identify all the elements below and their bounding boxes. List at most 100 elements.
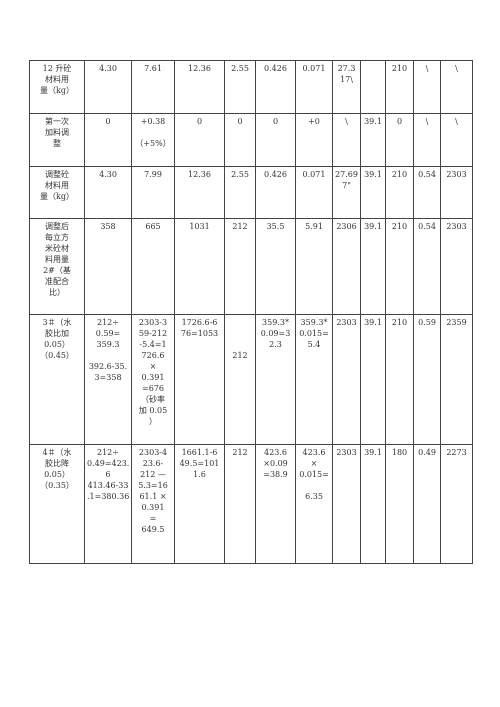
cell-line: （砂率: [141, 395, 165, 404]
cell-line: 423.6: [302, 448, 326, 457]
row-header-line: 调整砼: [45, 170, 69, 179]
row-header-line: 4＃（水: [42, 448, 72, 457]
row-header-line: 调整后: [45, 222, 69, 231]
cell-ratio: \: [413, 60, 441, 114]
cell-water: +0.38 （+5%）: [131, 113, 175, 167]
cell-additive-a: 35.5: [255, 218, 296, 315]
row-header-line: 材料用: [45, 75, 69, 84]
row-header: 3＃（水胶比加 0.05） （0.45）: [29, 314, 85, 445]
cell-slump: [360, 60, 386, 114]
cell-line: [87, 350, 129, 361]
cell-line: 212: [232, 448, 248, 457]
row-header: 调整砼 材料用 量（kg）: [29, 166, 85, 219]
cell-line: 39.1: [364, 448, 382, 457]
cell-sand: 1031: [174, 218, 225, 315]
row-header: 4＃（水 胶比降 0.05） （0.35）: [29, 444, 85, 564]
cell-line: 210: [391, 318, 408, 327]
cell-line: 1726.6-6: [181, 318, 218, 327]
cell-total-c: 2303: [332, 444, 361, 564]
cell-col-i: 0: [385, 113, 414, 167]
cell-line: 7.61: [144, 64, 162, 73]
row-header-line: 量（kg）: [40, 192, 74, 201]
cell-line: 4.30: [99, 170, 117, 179]
row-header-line: 3＃（水: [42, 318, 72, 327]
cell-total-c: 2303: [332, 314, 361, 445]
row-header-line: 第一次: [45, 117, 69, 126]
cell-line: \: [455, 117, 458, 126]
row-header: 12 升砼 材料用 量（kg）: [29, 60, 85, 114]
cell-total-c: 27.69 7": [332, 166, 361, 219]
cell-ratio: 0.54: [413, 166, 441, 219]
cell-ratio: 0.49: [413, 444, 441, 564]
row-header-line: 米砼材: [45, 244, 69, 253]
cell-cement: 212÷ 0.59= 359.3 392.6-35. 3=358: [84, 314, 132, 445]
cell-density: \: [440, 113, 473, 167]
cell-line: 49.5=101: [179, 459, 220, 468]
cell-line: 39.1: [364, 318, 382, 327]
cell-line: [298, 480, 330, 491]
cell-line: 2.55: [231, 64, 249, 73]
cell-line: 180: [391, 448, 408, 457]
cell-sand: 1726.6-6 76=1053: [174, 314, 225, 445]
cell-additive-b: 423.6 × 0.015= 6.35: [295, 444, 333, 564]
cell-ratio: \: [413, 113, 441, 167]
cell-line: [227, 317, 253, 328]
cell-total-c: 2306: [332, 218, 361, 315]
cell-line: 2303: [336, 448, 357, 457]
cell-line: +0.38: [140, 117, 166, 126]
cell-line: 0.54: [418, 170, 436, 179]
cell-line: 12.36: [188, 170, 211, 179]
cell-line: 413.46-33: [87, 481, 129, 490]
cell-stone: 212: [224, 444, 256, 564]
cell-line: 210: [391, 222, 408, 231]
row-header-line: 0.05）: [44, 470, 70, 479]
row-header-line: 每立方: [45, 233, 69, 242]
cell-line: 0.071: [302, 170, 326, 179]
cell-line: 665: [145, 222, 161, 231]
cell-col-i: 210: [385, 166, 414, 219]
row-header-line: 整: [53, 139, 61, 148]
cell-line: 2.55: [231, 170, 249, 179]
cell-line: 359.3: [96, 340, 120, 349]
cell-line: +0: [308, 117, 320, 126]
cell-slump: 39.1: [360, 444, 386, 564]
cell-line: 27.69: [335, 170, 358, 179]
cell-line: 2306: [336, 222, 357, 231]
cell-slump: 39.1: [360, 218, 386, 315]
table-row: 调整后 每立方 米砼材 料用量 2#（基 准配合 比） 358 665 1031 212 35.5 5.…: [29, 218, 473, 315]
row-header-line: 胶比降: [45, 459, 69, 468]
cell-line: 0.426: [264, 64, 287, 73]
cell-line: 210: [391, 170, 408, 179]
cell-cement: 212÷ 0.49=423. 6 413.46-33 .1=380.36: [84, 444, 132, 564]
cell-cement: 358: [84, 218, 132, 315]
cell-density: 2273: [440, 444, 473, 564]
cell-line: \: [345, 117, 348, 126]
cell-line: 2303-4: [138, 448, 168, 457]
row-header-line: 胶比加: [45, 329, 69, 338]
cell-additive-a: 0: [255, 113, 296, 167]
cell-additive-b: 5.91: [295, 218, 333, 315]
cell-line: 0.09=3: [260, 329, 291, 338]
cell-line: 1031: [189, 222, 210, 231]
cell-line: 1661.1-6: [181, 448, 218, 457]
row-header-line: （0.45）: [40, 351, 74, 360]
cell-line: 0.391: [141, 373, 165, 382]
cell-additive-a: 359.3* 0.09=3 2.3: [255, 314, 296, 445]
cell-line: 212 —: [140, 470, 166, 479]
cell-line: 0.426: [264, 170, 287, 179]
cell-line: 212÷: [97, 318, 119, 327]
cell-line: 39.1: [364, 222, 382, 231]
row-header-line: 准配合: [45, 277, 69, 286]
cell-line: 0: [196, 117, 203, 126]
cell-line: 2273: [446, 448, 467, 457]
row-header-line: 0.05）: [44, 340, 70, 349]
cell-density: \: [440, 60, 473, 114]
cell-line: 2303: [446, 170, 467, 179]
cell-sand: 1661.1-6 49.5=101 1.6: [174, 444, 225, 564]
cell-line: 0.59: [418, 318, 436, 327]
cell-line: 0: [396, 117, 403, 126]
cell-line: 0.54: [418, 222, 436, 231]
cell-line: 0: [272, 117, 279, 126]
cell-line: 6: [105, 470, 111, 479]
cell-slump: 39.1: [360, 166, 386, 219]
